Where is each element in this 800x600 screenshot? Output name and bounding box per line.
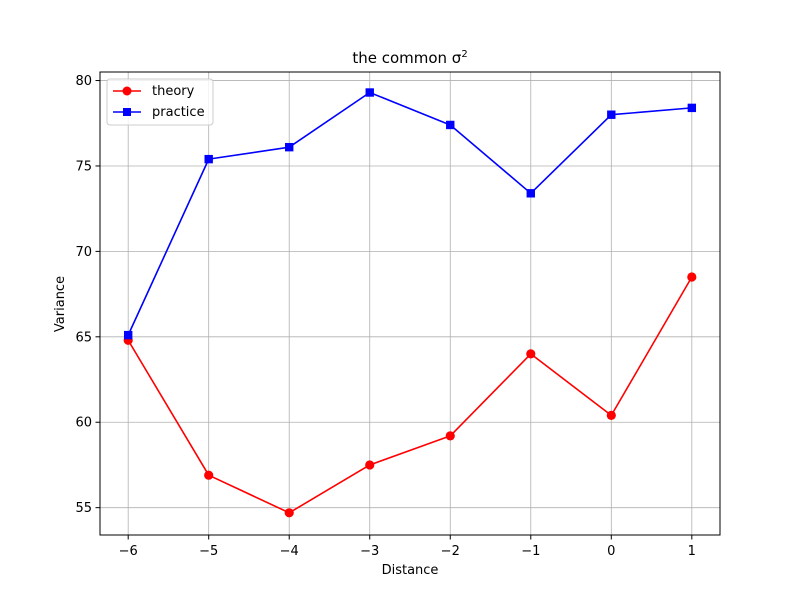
series-theory bbox=[123, 272, 697, 518]
y-axis-label: Variance bbox=[53, 276, 68, 332]
y-tick-label: 60 bbox=[75, 416, 92, 431]
data-point-theory bbox=[606, 410, 616, 421]
y-tick-label: 55 bbox=[75, 501, 92, 516]
data-point-practice bbox=[123, 330, 133, 340]
series-layer bbox=[123, 88, 697, 518]
x-tick-label: −5 bbox=[199, 544, 218, 559]
data-point-practice bbox=[446, 120, 455, 130]
legend-practice-label: practice bbox=[152, 105, 205, 120]
x-axis-label: Distance bbox=[382, 563, 439, 578]
legend: theory practice bbox=[106, 78, 214, 126]
legend-theory-marker bbox=[122, 86, 132, 96]
series-line-theory bbox=[127, 276, 693, 514]
y-tick-label: 70 bbox=[75, 245, 92, 260]
chart-title-superscript: 2 bbox=[461, 49, 467, 60]
x-axis-ticks: −6 −5 −4 −3 −2 −1 0 1 bbox=[119, 535, 696, 559]
data-point-practice bbox=[204, 154, 213, 164]
data-point-practice bbox=[687, 103, 697, 113]
x-tick-label: −1 bbox=[521, 544, 540, 559]
x-tick-label: −6 bbox=[119, 544, 138, 559]
data-point-theory bbox=[284, 508, 294, 518]
series-practice bbox=[123, 88, 697, 340]
plot-frame bbox=[99, 71, 721, 536]
y-tick-label: 80 bbox=[75, 74, 92, 89]
x-tick-label: −2 bbox=[441, 544, 460, 559]
data-point-practice bbox=[365, 88, 374, 97]
data-point-theory bbox=[365, 460, 375, 470]
legend-practice-marker bbox=[123, 108, 131, 116]
data-point-theory bbox=[526, 349, 536, 359]
legend-theory-label: theory bbox=[152, 84, 195, 99]
data-point-practice bbox=[607, 110, 616, 119]
chart-title-base: the common σ bbox=[352, 49, 461, 67]
x-tick-label: 1 bbox=[688, 544, 696, 559]
data-point-practice bbox=[285, 142, 294, 152]
data-point-theory bbox=[445, 431, 455, 441]
data-point-theory bbox=[204, 470, 214, 480]
y-axis-ticks: 55 60 65 70 75 80 bbox=[75, 74, 100, 516]
x-tick-label: −4 bbox=[280, 544, 299, 559]
y-tick-label: 75 bbox=[75, 159, 92, 174]
data-point-theory bbox=[687, 272, 697, 282]
x-tick-label: 0 bbox=[607, 544, 615, 559]
x-tick-label: −3 bbox=[360, 544, 379, 559]
series-line-practice bbox=[127, 91, 692, 336]
chart-title: the common σ2 bbox=[352, 49, 467, 67]
data-point-practice bbox=[526, 189, 535, 198]
y-tick-label: 65 bbox=[75, 330, 92, 345]
